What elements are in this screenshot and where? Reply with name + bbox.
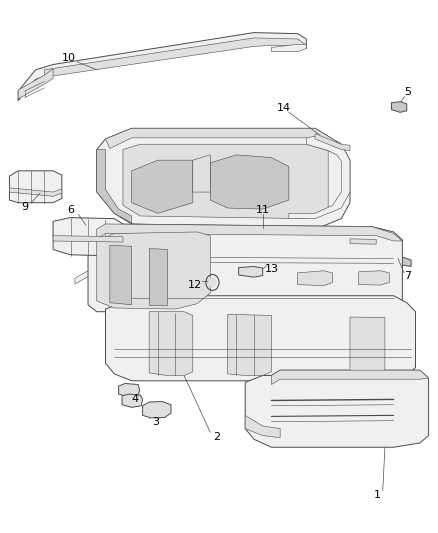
Text: 2: 2	[213, 432, 220, 442]
Polygon shape	[315, 134, 350, 151]
Polygon shape	[97, 224, 403, 241]
Text: 13: 13	[265, 264, 279, 274]
Polygon shape	[289, 136, 350, 219]
Polygon shape	[143, 401, 171, 418]
Polygon shape	[350, 317, 385, 374]
Polygon shape	[44, 38, 306, 77]
Polygon shape	[228, 314, 272, 375]
Polygon shape	[149, 312, 193, 375]
Polygon shape	[149, 248, 166, 305]
Polygon shape	[359, 271, 389, 285]
Circle shape	[208, 278, 216, 287]
Polygon shape	[193, 155, 210, 192]
Text: 7: 7	[404, 271, 411, 281]
Text: 3: 3	[152, 417, 159, 427]
Text: 1: 1	[374, 490, 381, 500]
Text: 6: 6	[67, 205, 74, 215]
Polygon shape	[97, 128, 350, 229]
Polygon shape	[122, 394, 143, 407]
Polygon shape	[10, 188, 62, 196]
Polygon shape	[18, 69, 53, 99]
Polygon shape	[392, 102, 407, 112]
Polygon shape	[53, 217, 123, 256]
Polygon shape	[88, 224, 403, 313]
Polygon shape	[110, 245, 132, 305]
Polygon shape	[75, 270, 114, 284]
Polygon shape	[245, 370, 428, 447]
Polygon shape	[106, 296, 416, 381]
Text: 9: 9	[21, 202, 28, 212]
Polygon shape	[245, 415, 280, 438]
Polygon shape	[272, 370, 428, 384]
Text: 5: 5	[404, 87, 411, 97]
Polygon shape	[132, 160, 193, 213]
Polygon shape	[97, 232, 210, 309]
Text: 12: 12	[188, 280, 202, 290]
Text: 10: 10	[61, 53, 75, 62]
Polygon shape	[119, 383, 140, 397]
Polygon shape	[106, 128, 350, 160]
Text: 11: 11	[256, 205, 270, 215]
Polygon shape	[97, 150, 132, 223]
Text: 14: 14	[276, 103, 291, 113]
Polygon shape	[272, 44, 306, 52]
Polygon shape	[123, 144, 328, 219]
Polygon shape	[10, 171, 62, 203]
Polygon shape	[210, 155, 289, 209]
Polygon shape	[350, 239, 376, 244]
Polygon shape	[297, 271, 332, 286]
Text: 4: 4	[131, 394, 139, 405]
Polygon shape	[18, 33, 306, 101]
Polygon shape	[239, 266, 263, 277]
Polygon shape	[53, 236, 123, 242]
Polygon shape	[97, 252, 411, 271]
